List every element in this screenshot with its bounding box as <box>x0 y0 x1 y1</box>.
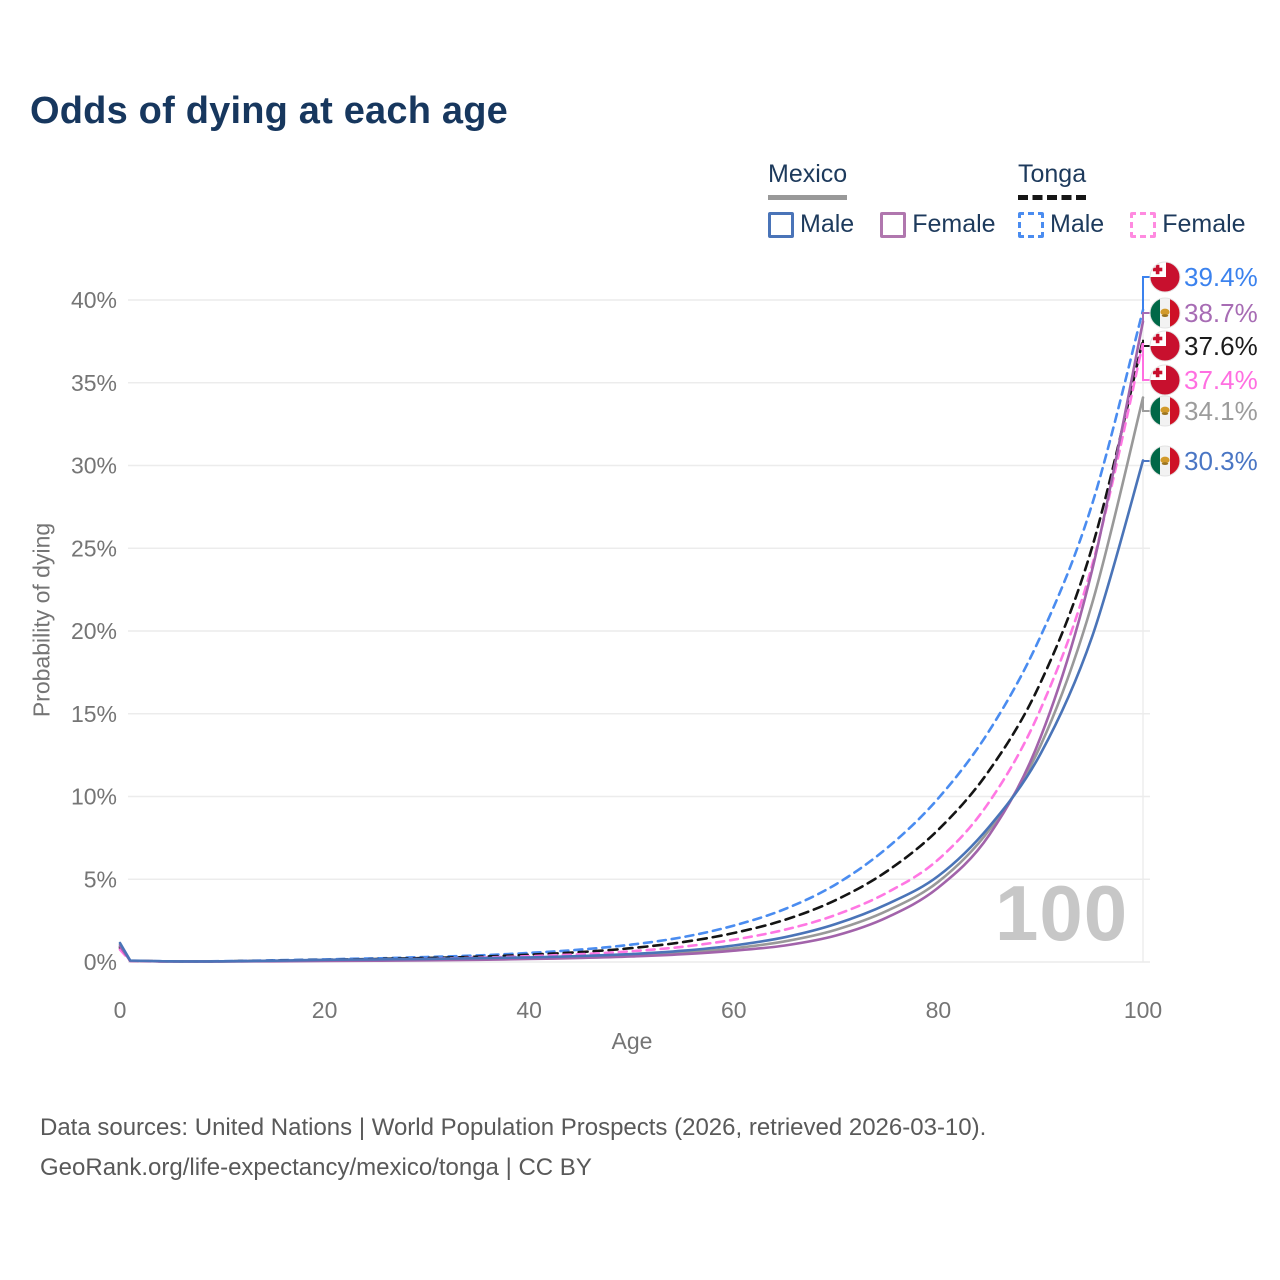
legend-label-tonga-male[interactable]: Male <box>1050 210 1105 238</box>
axis-tick-labels: 0% 5% 10% 15% 20% 25% 30% 35% 40% 0 20 40 60 80 100 <box>71 287 1162 1023</box>
x-tick-40: 40 <box>516 997 542 1023</box>
y-tick-30: 30% <box>71 453 117 479</box>
end-value-label-mexico-male: 30.3% <box>1184 446 1258 476</box>
leader-line-tonga-male <box>1142 276 1150 310</box>
flag-icon-mexico <box>1149 395 1181 427</box>
leader-line-tonga-female <box>1142 343 1150 381</box>
flag-icon-mexico <box>1149 297 1181 329</box>
flag-icon-tonga <box>1149 364 1181 396</box>
y-tick-40: 40% <box>71 287 117 313</box>
series-line-tonga-male[interactable] <box>118 308 1145 963</box>
series-line-mexico-all[interactable] <box>118 396 1145 963</box>
series-line-mexico-male[interactable] <box>118 459 1145 963</box>
legend-row-mexico: Male Female <box>768 210 996 239</box>
x-tick-100: 100 <box>1124 997 1162 1023</box>
age-counter-watermark: 100 <box>995 869 1129 957</box>
legend-label-mexico-female[interactable]: Female <box>912 210 996 238</box>
end-value-label-mexico-combined: 34.1% <box>1184 396 1258 426</box>
legend-swatch-tonga-male[interactable] <box>1018 211 1044 238</box>
page-title: Odds of dying at each age <box>30 90 508 132</box>
y-tick-20: 20% <box>71 618 117 644</box>
end-labels: 39.4% 38.7%37.6% 37.4%34.1% 30.3% <box>1142 261 1258 477</box>
series-line-mexico-female[interactable] <box>118 320 1145 963</box>
legend-label-tonga-female[interactable]: Female <box>1162 210 1246 238</box>
x-axis-title: Age <box>611 1028 653 1054</box>
y-tick-25: 25% <box>71 535 117 561</box>
series-line-tonga-all[interactable] <box>118 338 1145 963</box>
series-lines <box>118 308 1145 963</box>
legend-swatch-tonga-female[interactable] <box>1130 211 1157 238</box>
end-value-label-tonga-male: 39.4% <box>1184 262 1258 292</box>
y-axis-title: Probability of dying <box>28 522 55 718</box>
legend-label-mexico-male[interactable]: Male <box>800 210 855 238</box>
footer-attribution: Data sources: United Nations | World Pop… <box>40 1108 986 1188</box>
y-tick-10: 10% <box>71 784 117 810</box>
legend-country-mexico[interactable]: Mexico <box>768 160 848 200</box>
leader-line-mexico-male <box>1142 460 1150 462</box>
x-tick-80: 80 <box>926 997 952 1023</box>
legend-row-tonga: Male Female <box>1018 210 1246 239</box>
leader-line-mexico-female <box>1142 312 1150 322</box>
legend-country-tonga[interactable]: Tonga <box>1018 160 1087 200</box>
series-line-tonga-female[interactable] <box>118 341 1145 963</box>
y-tick-35: 35% <box>71 370 117 396</box>
x-tick-0: 0 <box>114 997 127 1023</box>
y-tick-0: 0% <box>84 949 117 975</box>
end-value-label-mexico-female: 38.7% <box>1184 298 1258 328</box>
legend-swatch-mexico-female[interactable] <box>880 211 907 238</box>
y-tick-5: 5% <box>84 866 117 892</box>
end-value-label-tonga-combined: 37.6% <box>1184 331 1258 361</box>
leader-line-mexico-combined <box>1142 397 1150 412</box>
end-value-label-tonga-female: 37.4% <box>1184 365 1258 395</box>
legend-group-mexico: Mexico Male Female <box>768 160 996 239</box>
x-tick-20: 20 <box>312 997 338 1023</box>
flag-icon-tonga <box>1149 330 1181 362</box>
y-tick-15: 15% <box>71 701 117 727</box>
footer-data-sources: Data sources: United Nations | World Pop… <box>40 1114 987 1141</box>
footer-url-license: GeoRank.org/life-expectancy/mexico/tonga… <box>40 1154 592 1181</box>
flag-icon-tonga <box>1149 261 1181 293</box>
flag-icon-mexico <box>1149 445 1181 477</box>
x-tick-60: 60 <box>721 997 747 1023</box>
gridlines <box>128 283 1150 963</box>
legend-swatch-mexico-male[interactable] <box>768 211 794 238</box>
legend-group-tonga: Tonga Male Female <box>1018 160 1246 239</box>
